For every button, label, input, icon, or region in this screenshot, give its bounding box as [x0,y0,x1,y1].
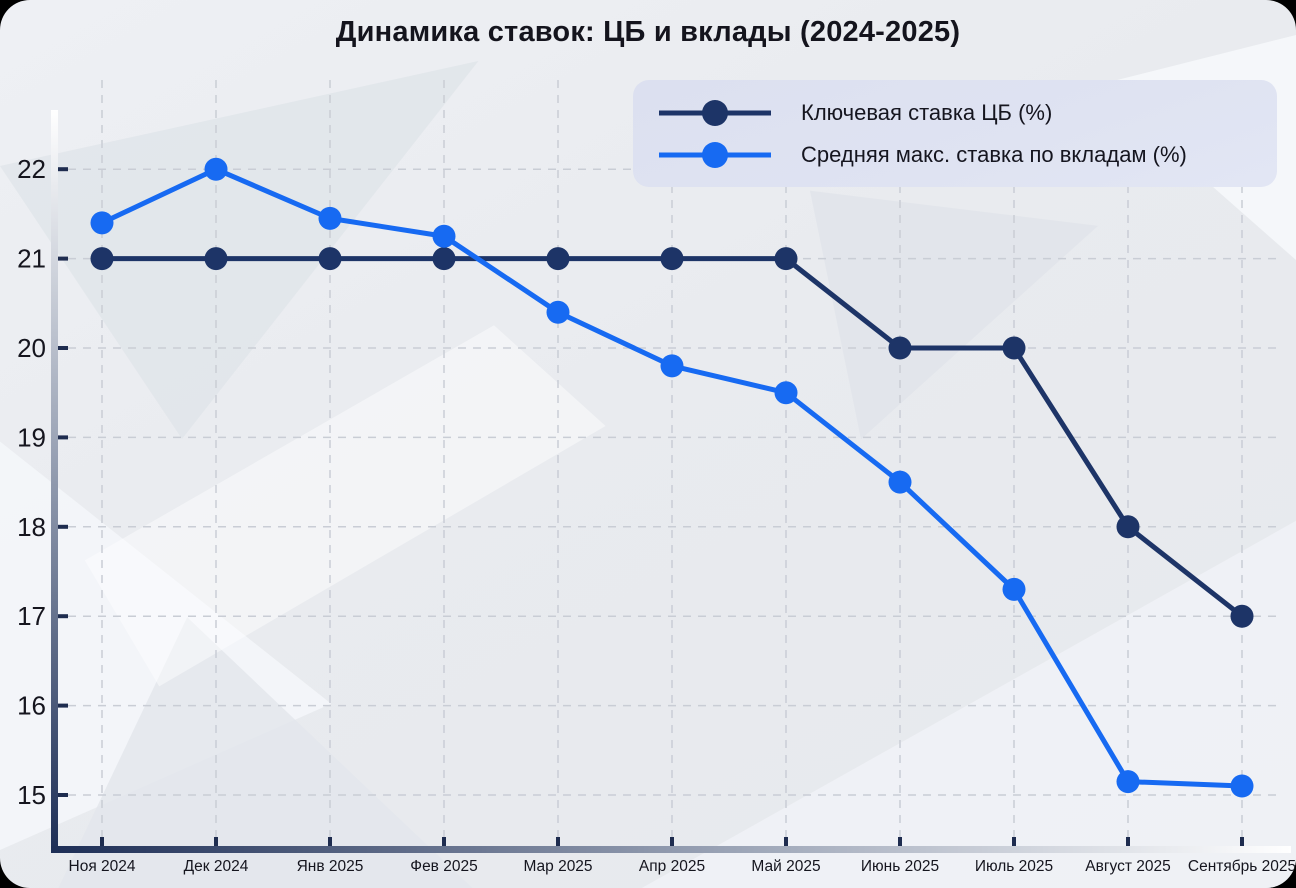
x-axis-tick [442,837,446,846]
data-point-0-8 [1002,336,1026,360]
data-point-1-8 [1002,577,1026,601]
data-point-1-9 [1116,770,1140,794]
data-point-1-4 [546,300,570,324]
x-axis-spine [51,846,1291,853]
x-axis-tick [100,837,104,846]
line-marker-icon [659,142,771,168]
data-point-0-2 [318,247,342,271]
y-axis-label: 22 [17,154,46,184]
x-axis-label: Фев 2025 [410,858,477,875]
y-axis-tick [58,167,68,172]
data-point-0-0 [90,247,114,271]
y-axis-label: 21 [17,244,46,274]
x-axis-label: Сентябрь 2025 [1188,858,1296,875]
y-axis-label: 15 [17,780,46,810]
chart-legend: Ключевая ставка ЦБ (%) Средняя макс. ста… [633,80,1277,187]
legend-item-key-rate: Ключевая ставка ЦБ (%) [655,92,1277,134]
x-axis-label: Май 2025 [751,858,820,875]
y-axis-label: 20 [17,333,46,363]
legend-label: Средняя макс. ставка по вкладам (%) [801,142,1187,167]
x-axis-label: Ноя 2024 [69,858,136,875]
y-axis-tick [58,703,68,708]
y-axis-spine [51,110,58,853]
data-point-1-6 [774,381,798,405]
legend-item-deposit-rate: Средняя макс. ставка по вкладам (%) [655,134,1277,176]
data-point-1-5 [660,354,684,378]
legend-label: Ключевая ставка ЦБ (%) [801,100,1053,125]
x-axis-label: Июль 2025 [975,858,1053,875]
data-point-1-0 [90,211,114,235]
y-axis-tick [58,346,68,350]
line-marker-icon [659,100,771,126]
data-point-0-4 [546,247,570,271]
data-point-0-9 [1116,515,1140,539]
x-axis-tick [328,837,332,846]
x-axis-label: Янв 2025 [297,858,364,875]
data-point-1-1 [204,157,228,181]
x-axis-label: Дек 2024 [184,858,249,875]
y-axis-tick [58,793,68,797]
x-axis-tick [1240,837,1244,846]
x-axis-tick [784,837,788,846]
x-axis-tick [1012,837,1016,846]
x-axis-label: Мар 2025 [523,858,592,875]
y-axis-tick [58,524,68,529]
y-axis-tick [58,614,68,619]
x-axis-tick [670,837,674,846]
y-axis-label: 16 [17,691,46,721]
x-axis-tick [556,837,560,846]
data-point-0-7 [888,336,912,360]
chart-title: Динамика ставок: ЦБ и вклады (2024-2025) [335,16,961,48]
x-axis-label: Август 2025 [1085,858,1170,875]
data-point-1-10 [1230,774,1254,798]
y-axis-tick [58,435,68,440]
data-point-0-6 [774,247,798,271]
x-axis-label: Апр 2025 [639,858,705,875]
x-axis-tick [1126,837,1130,846]
y-axis-label: 19 [17,422,46,452]
data-point-1-2 [318,206,342,230]
y-axis-label: 17 [17,601,46,631]
x-axis-label: Июнь 2025 [861,858,939,875]
data-point-0-5 [660,247,684,271]
data-point-0-1 [204,247,228,271]
data-point-1-3 [432,224,456,248]
data-point-0-3 [432,247,456,271]
y-axis-label: 18 [17,512,46,542]
data-point-0-10 [1230,604,1254,628]
x-axis-tick [898,837,902,846]
x-axis-tick [214,837,218,846]
data-point-1-7 [888,470,912,494]
y-axis-tick [58,256,68,261]
